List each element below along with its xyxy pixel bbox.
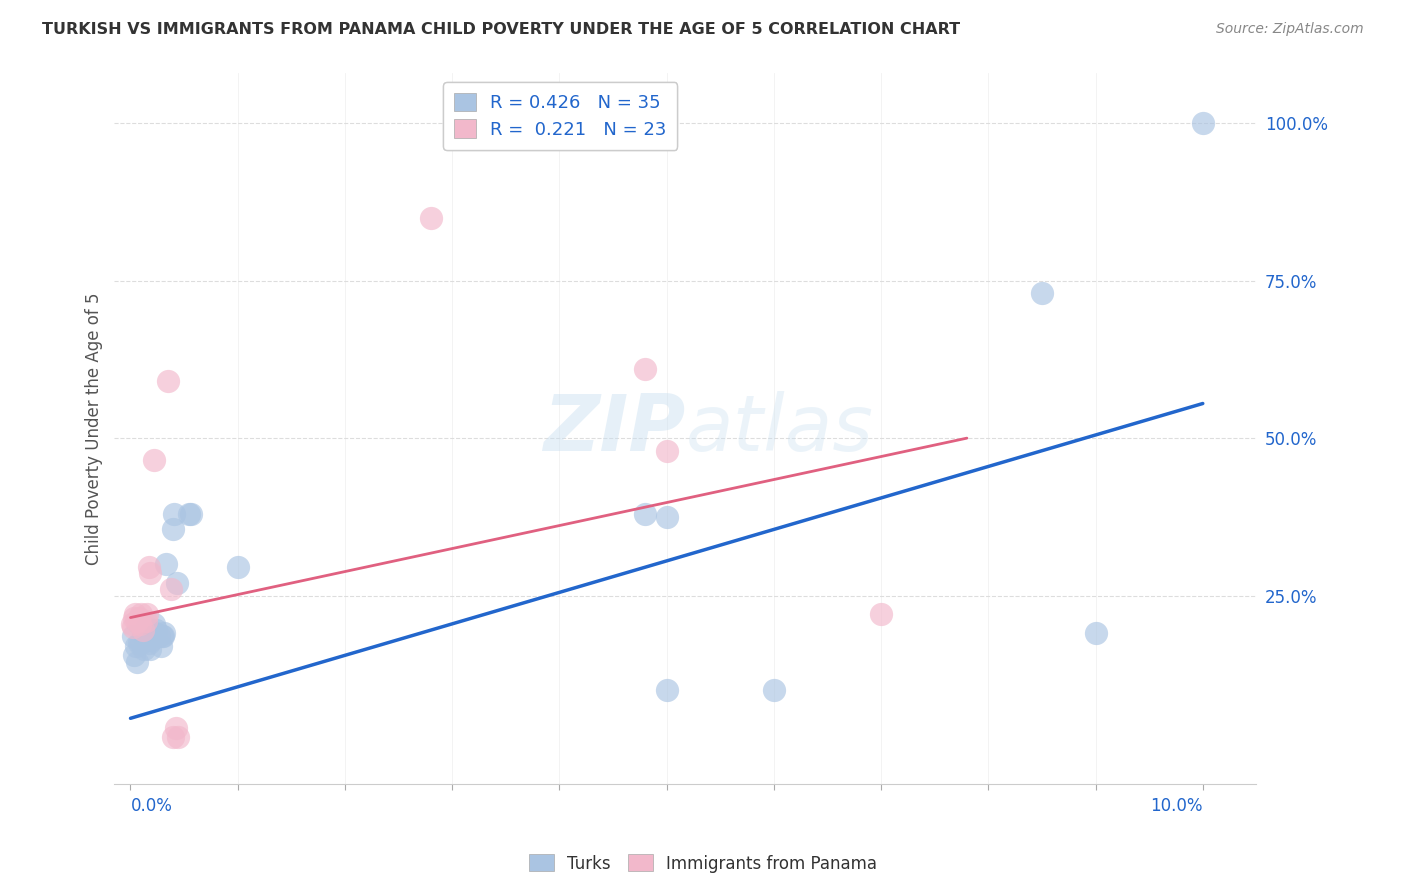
- Point: [129, 607, 152, 622]
- Point: [163, 507, 186, 521]
- Point: [128, 636, 150, 650]
- Point: [125, 614, 148, 628]
- Point: [145, 623, 167, 637]
- Point: [122, 648, 145, 663]
- Point: [143, 616, 166, 631]
- Point: [162, 523, 184, 537]
- Point: [139, 632, 162, 647]
- Point: [155, 557, 177, 571]
- Point: [134, 642, 156, 657]
- Point: [634, 507, 657, 521]
- Point: [121, 620, 143, 634]
- Point: [149, 639, 172, 653]
- Point: [138, 636, 160, 650]
- Point: [152, 630, 174, 644]
- Point: [132, 623, 155, 637]
- Point: [129, 616, 152, 631]
- Point: [655, 683, 678, 698]
- Point: [655, 443, 678, 458]
- Point: [150, 630, 173, 644]
- Point: [162, 730, 184, 744]
- Point: [148, 630, 170, 644]
- Point: [125, 655, 148, 669]
- Point: [226, 560, 249, 574]
- Point: [121, 616, 143, 631]
- Point: [128, 610, 150, 624]
- Point: [180, 507, 202, 521]
- Point: [160, 582, 183, 597]
- Point: [129, 636, 152, 650]
- Point: [655, 509, 678, 524]
- Point: [870, 607, 893, 622]
- Point: [152, 626, 174, 640]
- Legend: Turks, Immigrants from Panama: Turks, Immigrants from Panama: [523, 847, 883, 880]
- Point: [166, 730, 188, 744]
- Text: 10.0%: 10.0%: [1150, 797, 1202, 815]
- Text: 0.0%: 0.0%: [131, 797, 173, 815]
- Point: [419, 211, 441, 225]
- Point: [125, 639, 148, 653]
- Point: [166, 576, 188, 591]
- Point: [138, 560, 160, 574]
- Point: [121, 630, 143, 644]
- Point: [634, 362, 657, 376]
- Text: TURKISH VS IMMIGRANTS FROM PANAMA CHILD POVERTY UNDER THE AGE OF 5 CORRELATION C: TURKISH VS IMMIGRANTS FROM PANAMA CHILD …: [42, 22, 960, 37]
- Point: [1191, 116, 1213, 130]
- Point: [134, 614, 156, 628]
- Y-axis label: Child Poverty Under the Age of 5: Child Poverty Under the Age of 5: [86, 293, 103, 565]
- Point: [135, 607, 157, 622]
- Text: ZIP: ZIP: [543, 391, 685, 467]
- Text: Source: ZipAtlas.com: Source: ZipAtlas.com: [1216, 22, 1364, 37]
- Text: atlas: atlas: [685, 391, 873, 467]
- Legend: R = 0.426   N = 35, R =  0.221   N = 23: R = 0.426 N = 35, R = 0.221 N = 23: [443, 82, 678, 150]
- Point: [1084, 626, 1107, 640]
- Point: [139, 566, 162, 581]
- Point: [132, 626, 155, 640]
- Point: [122, 610, 145, 624]
- Point: [124, 607, 146, 622]
- Point: [179, 507, 201, 521]
- Point: [141, 626, 163, 640]
- Point: [143, 453, 166, 467]
- Point: [135, 620, 157, 634]
- Point: [165, 721, 187, 735]
- Point: [139, 642, 162, 657]
- Point: [1031, 286, 1053, 301]
- Point: [143, 626, 166, 640]
- Point: [157, 375, 180, 389]
- Point: [762, 683, 785, 698]
